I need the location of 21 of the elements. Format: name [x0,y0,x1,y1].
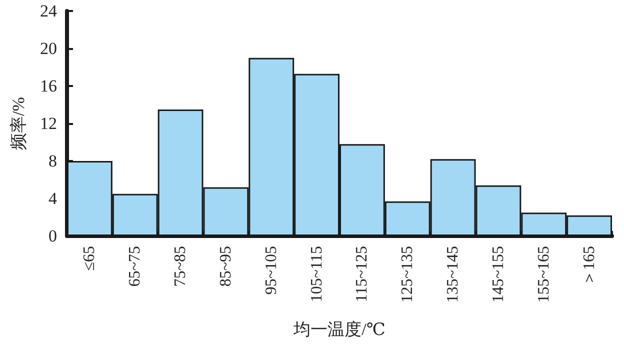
x-tick-label: 125~135 [399,246,416,303]
y-tick-label: 12 [40,114,57,133]
x-tick-label: 115~125 [354,246,371,302]
x-axis-title: 均一温度/℃ [292,320,386,339]
x-tick-label: 105~115 [308,246,326,302]
x-tick-label: 135~145 [444,246,462,303]
y-tick-label: 24 [40,2,58,20]
x-tick-label: ＞165 [580,246,598,286]
x-tick-label: 65~75 [126,246,144,287]
y-tick-label: 8 [48,152,57,170]
y-tick-label: 20 [40,39,57,58]
y-tick-label: 0 [48,226,57,246]
y-axis-title: 频率/% [9,97,28,150]
x-tick-label: 155~165 [535,246,552,303]
x-tick-label: 145~155 [490,246,507,303]
x-tick-label: 85~95 [217,246,234,287]
x-tick-label: 95~105 [262,246,280,295]
x-tick-label: ≤65 [81,246,98,271]
x-tick-label: 75~85 [172,246,190,287]
y-tick-label: 16 [40,76,57,96]
y-tick-label: 4 [48,189,58,208]
